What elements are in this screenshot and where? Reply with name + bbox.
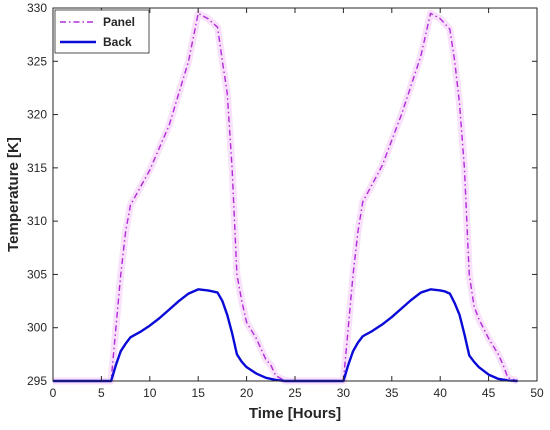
x-tick-label: 0 (50, 386, 57, 400)
x-tick-label: 35 (385, 386, 399, 400)
legend-box (54, 9, 150, 54)
x-tick-label: 30 (337, 386, 351, 400)
y-tick-label: 310 (27, 214, 47, 228)
x-tick-label: 45 (482, 386, 496, 400)
y-tick-label: 315 (27, 161, 47, 175)
x-tick-label: 15 (192, 386, 206, 400)
x-tick-label: 50 (530, 386, 544, 400)
x-tick-label: 5 (98, 386, 105, 400)
legend-label-panel: Panel (103, 15, 135, 29)
y-axis: 295 300 305 310 315 320 325 330 (27, 1, 537, 388)
x-tick-label: 20 (240, 386, 254, 400)
y-tick-label: 325 (27, 54, 47, 68)
legend-label-back: Back (103, 35, 132, 49)
y-tick-label: 320 (27, 108, 47, 122)
x-axis-label: Time [Hours] (249, 405, 341, 422)
y-tick-label: 300 (27, 321, 47, 335)
x-tick-label: 10 (143, 386, 157, 400)
x-tick-label: 40 (434, 386, 448, 400)
y-tick-label: 295 (27, 374, 47, 388)
legend: Panel Back (54, 9, 150, 54)
y-tick-label: 305 (27, 267, 47, 281)
x-axis: 0 5 10 15 20 25 30 35 40 45 50 (50, 8, 544, 400)
x-tick-label: 25 (288, 386, 302, 400)
y-tick-label: 330 (27, 1, 47, 15)
y-axis-label: Temperature [K] (5, 137, 22, 252)
